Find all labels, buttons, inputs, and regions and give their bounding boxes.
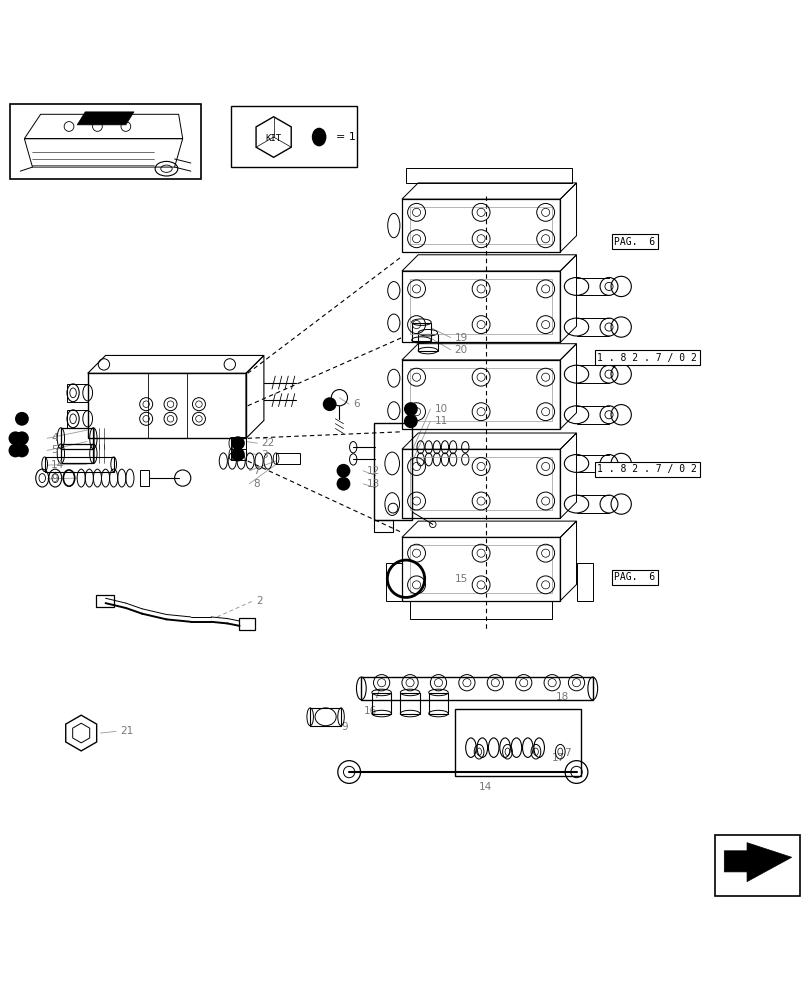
Bar — [401, 449, 560, 518]
Text: 2: 2 — [256, 596, 263, 606]
Text: 15: 15 — [454, 574, 467, 584]
Text: 14: 14 — [478, 782, 491, 792]
Bar — [139, 470, 149, 486]
Text: 14: 14 — [51, 460, 64, 470]
Circle shape — [322, 397, 336, 411]
Bar — [411, 323, 431, 341]
Bar — [576, 563, 592, 601]
Ellipse shape — [311, 128, 326, 146]
Bar — [61, 428, 93, 449]
Circle shape — [403, 414, 417, 428]
Bar — [67, 410, 88, 428]
Bar — [418, 334, 437, 351]
Bar — [406, 168, 572, 183]
Text: 6: 6 — [353, 399, 359, 409]
Text: 11: 11 — [434, 416, 447, 426]
Text: = 1: = 1 — [336, 132, 355, 142]
Circle shape — [403, 402, 417, 416]
Circle shape — [15, 444, 29, 457]
Text: KIT: KIT — [265, 134, 281, 143]
Text: 4: 4 — [51, 433, 58, 443]
Circle shape — [9, 444, 23, 457]
Bar — [61, 444, 93, 463]
Circle shape — [15, 431, 29, 445]
Circle shape — [230, 436, 244, 450]
Bar — [10, 104, 200, 179]
Text: 7: 7 — [253, 466, 260, 476]
Text: 19: 19 — [454, 333, 467, 343]
Text: PAG.  6: PAG. 6 — [614, 237, 654, 247]
Text: PAG.  6: PAG. 6 — [614, 572, 654, 582]
Bar — [410, 279, 551, 334]
Bar — [410, 545, 551, 593]
Circle shape — [9, 431, 23, 445]
Circle shape — [336, 464, 350, 478]
Text: 8: 8 — [253, 479, 260, 489]
Bar — [373, 423, 412, 520]
Text: 17: 17 — [551, 753, 564, 763]
Text: 22: 22 — [261, 438, 274, 448]
Text: 1 . 8 2 . 7 / 0 2: 1 . 8 2 . 7 / 0 2 — [597, 353, 696, 363]
Bar — [231, 106, 357, 167]
Text: 10: 10 — [434, 404, 447, 414]
Text: 9: 9 — [341, 722, 347, 732]
Bar — [231, 437, 246, 449]
Text: 18: 18 — [556, 692, 569, 702]
Bar — [67, 384, 88, 402]
Bar — [45, 457, 114, 472]
Bar — [373, 520, 393, 532]
Bar — [401, 360, 560, 429]
Bar — [410, 207, 551, 244]
Text: 9: 9 — [51, 474, 58, 484]
Text: 7: 7 — [564, 748, 570, 758]
Bar — [96, 595, 114, 607]
Bar — [401, 537, 560, 601]
Text: 1 . 8 2 . 7 / 0 2: 1 . 8 2 . 7 / 0 2 — [597, 464, 696, 474]
Bar — [454, 709, 580, 776]
Text: 3: 3 — [261, 450, 268, 460]
Circle shape — [15, 412, 29, 426]
Bar — [410, 368, 551, 421]
Bar — [310, 708, 341, 726]
Text: 12: 12 — [367, 466, 380, 476]
Text: 13: 13 — [367, 479, 380, 489]
Bar — [714, 835, 799, 896]
Bar — [361, 677, 592, 700]
Text: 16: 16 — [363, 706, 376, 716]
Bar — [428, 693, 448, 714]
Bar — [371, 693, 391, 714]
Bar — [410, 457, 551, 510]
Bar — [231, 449, 246, 460]
Polygon shape — [723, 843, 791, 882]
Circle shape — [336, 477, 350, 491]
Bar — [276, 453, 300, 464]
Text: 7: 7 — [373, 690, 380, 700]
Circle shape — [230, 448, 244, 461]
Text: 21: 21 — [120, 726, 133, 736]
Text: 5: 5 — [51, 445, 58, 455]
Bar — [401, 199, 560, 252]
Bar — [88, 373, 246, 438]
Bar — [410, 601, 551, 619]
Bar — [401, 271, 560, 342]
Bar — [400, 693, 419, 714]
Bar — [238, 618, 255, 630]
Text: 20: 20 — [454, 345, 467, 355]
Bar — [385, 563, 401, 601]
Polygon shape — [77, 112, 134, 125]
